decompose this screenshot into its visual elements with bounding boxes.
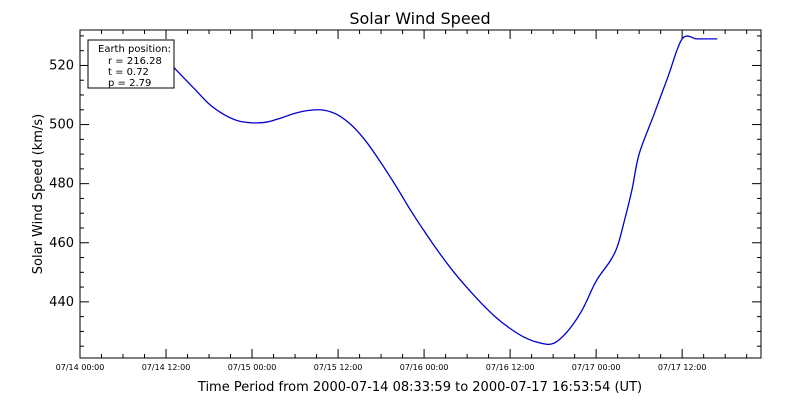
x-tick-label: 07/16 12:00 xyxy=(486,363,535,372)
x-tick-label: 07/15 12:00 xyxy=(314,363,363,372)
y-tick-label: 520 xyxy=(49,58,74,73)
x-tick-label: 07/16 00:00 xyxy=(400,363,449,372)
y-tick-label: 500 xyxy=(49,118,74,133)
x-axis-ticks: 07/14 00:00 07/14 12:00 07/15 00:00 07/15 1… xyxy=(56,30,748,372)
earth-position-legend: Earth position: r = 216.28 t = 0.72 p = … xyxy=(87,39,175,89)
legend-title: Earth position: xyxy=(98,44,171,55)
legend-box xyxy=(87,39,175,89)
x-tick-label: 07/17 00:00 xyxy=(572,363,621,372)
y-axis-label: Solar Wind Speed (km/s) xyxy=(31,114,46,274)
plot-frame xyxy=(79,29,762,359)
x-tick-label: 07/15 00:00 xyxy=(228,363,277,372)
solar-wind-speed-line xyxy=(141,35,718,345)
legend-p-value: p = 2.79 xyxy=(108,78,151,89)
y-axis-ticks: 440 460 480 500 520 xyxy=(49,35,761,347)
y-tick-label: 460 xyxy=(49,236,74,251)
y-tick-label: 480 xyxy=(49,177,74,192)
legend-t-value: t = 0.72 xyxy=(108,67,149,78)
y-tick-label: 440 xyxy=(49,295,74,310)
x-tick-label: 07/17 12:00 xyxy=(658,363,707,372)
x-tick-label: 07/14 12:00 xyxy=(142,363,191,372)
x-axis-label: Time Period from 2000-07-14 08:33:59 to … xyxy=(197,380,642,395)
legend-r-value: r = 216.28 xyxy=(108,56,162,67)
chart-title: Solar Wind Speed xyxy=(349,9,490,28)
x-tick-label: 07/14 00:00 xyxy=(56,363,105,372)
